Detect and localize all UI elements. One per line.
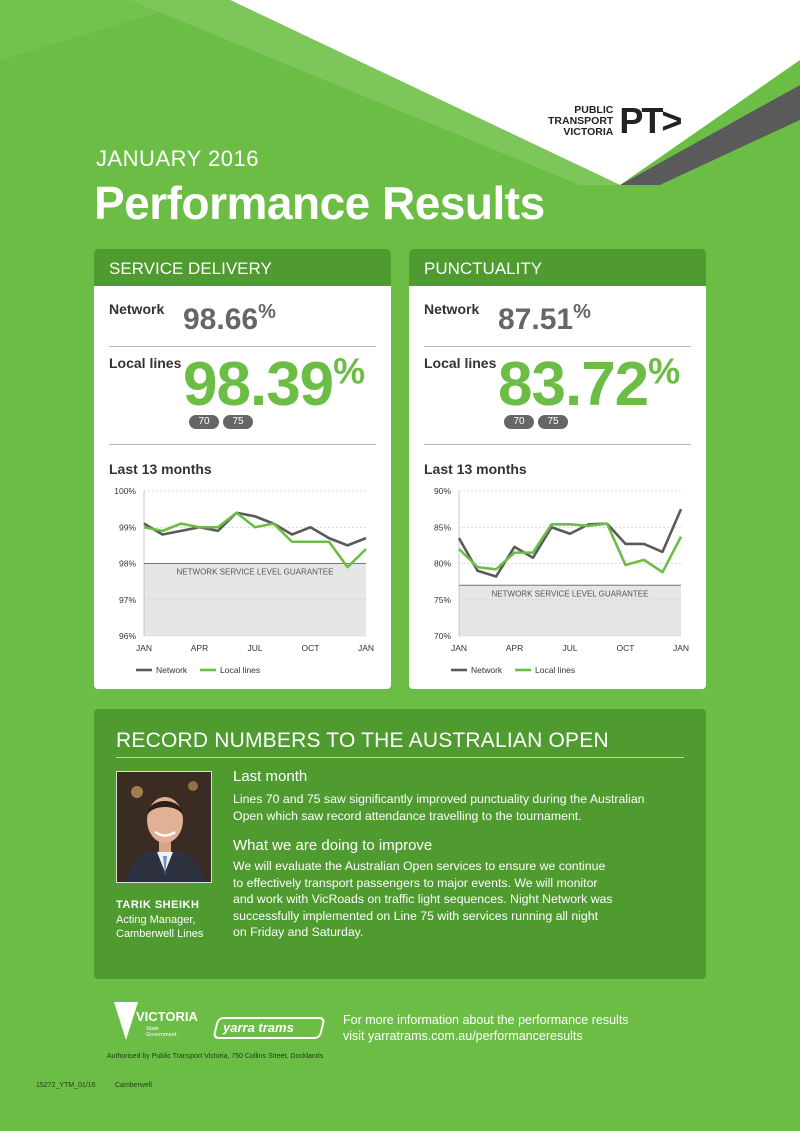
x-tick-label: JUL bbox=[562, 643, 577, 653]
ptv-line-3: VICTORIA bbox=[563, 125, 614, 138]
yarra-trams-logo: yarra trams bbox=[223, 1020, 294, 1035]
page-title: Performance Results bbox=[94, 177, 545, 229]
legend-label: Local lines bbox=[535, 665, 575, 675]
paragraph-line: Lines 70 and 75 saw significantly improv… bbox=[233, 792, 645, 806]
y-tick-label: 90% bbox=[434, 486, 451, 496]
y-tick-label: 99% bbox=[119, 522, 136, 532]
person-role: Camberwell Lines bbox=[116, 928, 204, 940]
vic-sub: State bbox=[146, 1026, 159, 1032]
ptv-line-2: TRANSPORT bbox=[548, 114, 614, 127]
manager-photo bbox=[116, 771, 212, 883]
series-line-network bbox=[457, 508, 683, 578]
local-lines-value: 98.39 bbox=[183, 350, 334, 419]
ptv-mark: PT> bbox=[619, 100, 682, 141]
footer-link[interactable]: visit yarratrams.com.au/performanceresul… bbox=[343, 1029, 583, 1043]
x-tick-label: APR bbox=[191, 643, 208, 653]
local-lines-label: Local lines bbox=[424, 355, 497, 371]
local-lines-label: Local lines bbox=[109, 355, 182, 371]
route-badge: 70 bbox=[504, 415, 534, 429]
series-line-local-lines bbox=[143, 511, 367, 569]
punctuality-card: PUNCTUALITY Network 87.51% Local lines 8… bbox=[409, 249, 706, 689]
header-graphic bbox=[0, 0, 800, 190]
ptv-logo: PUBLIC TRANSPORT VICTORIA PT> bbox=[548, 100, 682, 142]
service-delivery-chart: 100% 99% 98% 97% 96% NETWORK SERVICE LEVEL GU… bbox=[114, 486, 374, 675]
region-label: Camberwell bbox=[115, 1082, 152, 1089]
route-badges: 70 75 bbox=[504, 415, 568, 429]
person-name: TARIK SHEIKH bbox=[116, 899, 200, 911]
guarantee-band bbox=[459, 585, 681, 636]
y-tick-label: 96% bbox=[119, 631, 136, 641]
last-month-heading: Last month bbox=[233, 768, 308, 785]
paragraph-line: to effectively transport passengers to m… bbox=[233, 875, 598, 890]
local-lines-value: 83.72 bbox=[498, 350, 649, 419]
card-heading: SERVICE DELIVERY bbox=[94, 249, 391, 286]
y-tick-label: 80% bbox=[434, 559, 451, 569]
authorisation-note: Authorised by Public Transport Victoria,… bbox=[107, 1053, 324, 1060]
x-tick-label: JAN bbox=[136, 643, 152, 653]
legend-label: Local lines bbox=[220, 665, 260, 675]
x-tick-label: JAN bbox=[358, 643, 374, 653]
percent-sign: % bbox=[648, 350, 680, 392]
y-tick-label: 70% bbox=[434, 631, 451, 641]
y-tick-label: 97% bbox=[119, 595, 136, 605]
vic-sub: Government bbox=[146, 1032, 177, 1038]
footer-info: For more information about the performan… bbox=[343, 1013, 629, 1027]
punctuality-chart: 90% 85% 80% 75% 70% NETWORK SERVICE LEVEL GUA… bbox=[434, 486, 689, 675]
record-panel: RECORD NUMBERS TO THE AUSTRALIAN OPEN TA… bbox=[94, 709, 706, 979]
network-value: 87.51 bbox=[498, 303, 574, 336]
y-tick-label: 98% bbox=[119, 559, 136, 569]
series-line-local-lines bbox=[458, 522, 683, 574]
improve-heading: What we are doing to improve bbox=[233, 837, 433, 854]
route-badge: 75 bbox=[223, 415, 253, 429]
guarantee-label: NETWORK SERVICE LEVEL GUARANTEE bbox=[177, 568, 334, 577]
divider bbox=[116, 757, 684, 758]
legend-label: Network bbox=[156, 665, 188, 675]
paragraph-line: on Friday and Saturday. bbox=[233, 925, 364, 939]
person-portrait-icon bbox=[117, 772, 211, 882]
x-tick-label: JAN bbox=[451, 643, 467, 653]
months-label: Last 13 months bbox=[424, 461, 527, 477]
x-tick-label: JAN bbox=[673, 643, 689, 653]
vic-name: VICTORIA bbox=[136, 1009, 198, 1024]
percent-sign: % bbox=[573, 301, 591, 323]
paragraph-line: successfully implemented on Line 75 with… bbox=[233, 908, 598, 923]
y-tick-label: 75% bbox=[434, 595, 451, 605]
network-label: Network bbox=[109, 301, 165, 317]
page-kicker: JANUARY 2016 bbox=[96, 146, 259, 171]
series-line-network bbox=[143, 511, 367, 547]
route-badge: 75 bbox=[538, 415, 568, 429]
victoria-triangle-icon: VICTORIA State Government bbox=[114, 1002, 198, 1040]
person-role: Acting Manager, bbox=[116, 914, 196, 926]
victoria-logo: VICTORIA State Government bbox=[112, 1000, 202, 1051]
service-delivery-card: SERVICE DELIVERY Network 98.66% Local li… bbox=[94, 249, 391, 689]
record-title: RECORD NUMBERS TO THE AUSTRALIAN OPEN bbox=[116, 729, 609, 752]
y-tick-label: 85% bbox=[434, 522, 451, 532]
network-value: 98.66 bbox=[183, 303, 259, 336]
legend-label: Network bbox=[471, 665, 503, 675]
paragraph-line: Open which saw record attendance travell… bbox=[233, 808, 582, 823]
paragraph-line: We will evaluate the Australian Open ser… bbox=[233, 859, 606, 873]
ptv-line-1: PUBLIC bbox=[574, 103, 614, 116]
x-tick-label: OCT bbox=[302, 643, 320, 653]
document-code: 15272_YTM_01/16 bbox=[36, 1082, 96, 1089]
route-badge: 70 bbox=[189, 415, 219, 429]
y-tick-label: 100% bbox=[114, 486, 136, 496]
network-label: Network bbox=[424, 301, 480, 317]
x-tick-label: APR bbox=[506, 643, 523, 653]
guarantee-label: NETWORK SERVICE LEVEL GUARANTEE bbox=[492, 589, 649, 598]
paragraph-line: and work with VicRoads on traffic light … bbox=[233, 892, 613, 906]
card-heading: PUNCTUALITY bbox=[409, 249, 706, 286]
x-tick-label: JUL bbox=[247, 643, 262, 653]
x-tick-label: OCT bbox=[617, 643, 635, 653]
route-badges: 70 75 bbox=[189, 415, 253, 429]
percent-sign: % bbox=[258, 301, 276, 323]
months-label: Last 13 months bbox=[109, 461, 212, 477]
percent-sign: % bbox=[333, 350, 365, 392]
